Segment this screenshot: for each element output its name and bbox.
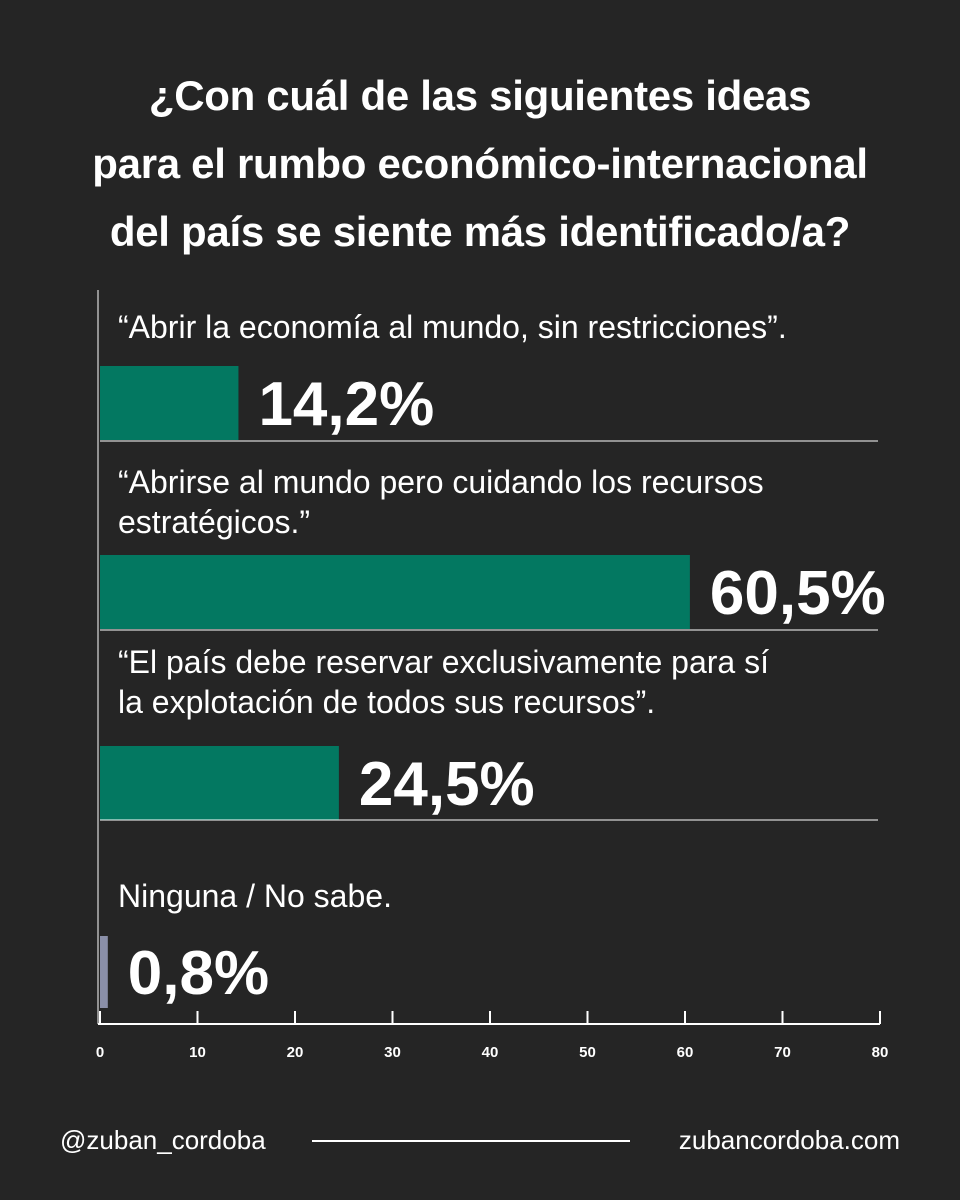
x-tick-label: 10 [189,1044,206,1061]
title-line-2: para el rumbo económico-internacional [92,140,868,187]
chart-title: ¿Con cuál de las siguientes ideas para e… [0,62,960,266]
category-label: “El país debe reservar exclusivamente pa… [118,644,769,680]
category-label: estratégicos.” [118,504,310,540]
x-tick-label: 60 [677,1044,694,1061]
value-label: 60,5% [710,559,886,628]
footer-divider [312,1140,630,1142]
value-label: 0,8% [128,939,269,1008]
x-tick-label: 80 [872,1044,889,1061]
category-label: Ninguna / No sabe. [118,878,392,914]
title-line-1: ¿Con cuál de las siguientes ideas [148,72,812,119]
bar [100,936,108,1008]
social-handle: @zuban_cordoba [60,1125,266,1155]
category-label: “Abrir la economía al mundo, sin restric… [118,309,787,345]
x-tick-label: 50 [579,1044,596,1061]
category-label: la explotación de todos sus recursos”. [118,684,655,720]
x-tick-label: 70 [774,1044,791,1061]
value-label: 14,2% [258,370,434,439]
value-label: 24,5% [359,750,535,819]
bar [100,555,690,629]
bar-chart: “Abrir la economía al mundo, sin restric… [96,290,889,1061]
x-tick-label: 40 [482,1044,499,1061]
category-label: “Abrirse al mundo pero cuidando los recu… [118,464,764,500]
website-link[interactable]: zubancordoba.com [678,1125,900,1155]
bar [100,746,339,820]
x-tick-label: 30 [384,1044,401,1061]
title-line-3: del país se siente más identificado/a? [109,208,851,255]
x-tick-label: 0 [96,1044,104,1061]
x-tick-label: 20 [287,1044,304,1061]
bar [100,366,239,440]
